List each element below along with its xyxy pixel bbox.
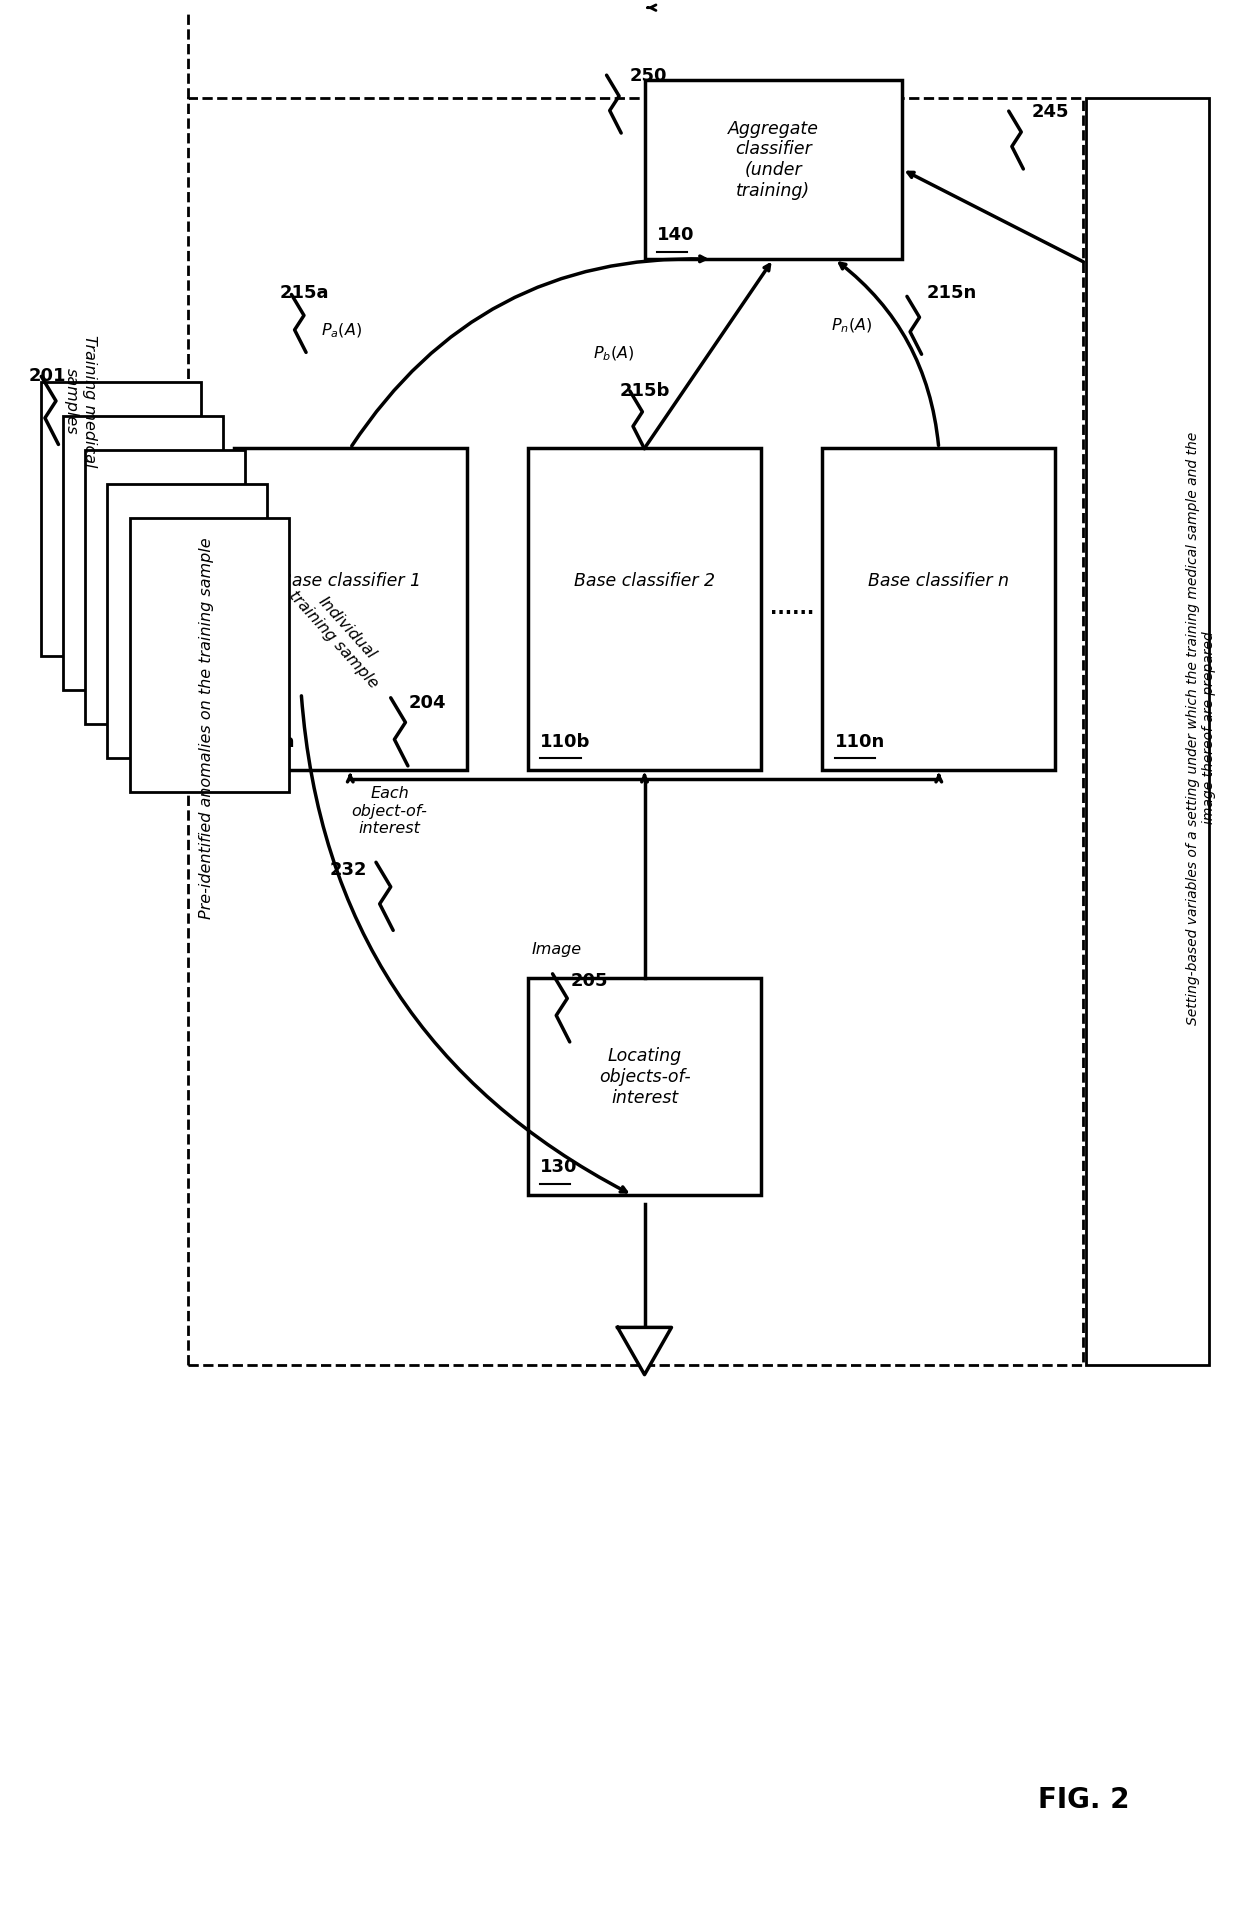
Text: 204: 204 xyxy=(409,694,446,713)
Text: Base classifier n: Base classifier n xyxy=(868,571,1009,590)
Text: Setting-based variables of a setting under which the training medical sample and: Setting-based variables of a setting und… xyxy=(1187,432,1216,1024)
Text: ......: ...... xyxy=(770,600,813,619)
FancyBboxPatch shape xyxy=(41,382,201,655)
Text: Locating
objects-of-
interest: Locating objects-of- interest xyxy=(599,1047,691,1106)
Text: Individual
training sample: Individual training sample xyxy=(286,575,394,692)
Text: Aggregate
classifier
(under
training): Aggregate classifier (under training) xyxy=(728,120,818,201)
Text: $P_b(A)$: $P_b(A)$ xyxy=(593,344,635,363)
Text: 130: 130 xyxy=(541,1158,578,1175)
Text: Each
object-of-
interest: Each object-of- interest xyxy=(352,785,428,837)
Text: 110n: 110n xyxy=(835,732,885,751)
Text: 110a: 110a xyxy=(246,732,295,751)
Text: Image: Image xyxy=(531,942,582,957)
FancyBboxPatch shape xyxy=(86,451,244,724)
Text: FIG. 2: FIG. 2 xyxy=(1038,1787,1130,1814)
Text: 245: 245 xyxy=(1032,103,1069,120)
Text: 215b: 215b xyxy=(620,382,671,401)
Text: 232: 232 xyxy=(330,860,367,879)
Text: 140: 140 xyxy=(657,225,694,245)
Text: Pre-identified anomalies on the training sample: Pre-identified anomalies on the training… xyxy=(200,537,215,919)
FancyBboxPatch shape xyxy=(528,978,761,1194)
Text: 215a: 215a xyxy=(279,285,329,302)
FancyBboxPatch shape xyxy=(528,449,761,770)
Text: Training medical
samples: Training medical samples xyxy=(64,334,97,466)
Text: $P_n(A)$: $P_n(A)$ xyxy=(831,315,873,334)
Polygon shape xyxy=(618,1328,672,1374)
FancyBboxPatch shape xyxy=(645,80,901,260)
FancyBboxPatch shape xyxy=(234,449,466,770)
Text: Base classifier 1: Base classifier 1 xyxy=(280,571,420,590)
FancyBboxPatch shape xyxy=(63,417,223,690)
FancyBboxPatch shape xyxy=(822,449,1055,770)
Text: 205: 205 xyxy=(570,973,609,990)
FancyBboxPatch shape xyxy=(108,483,267,759)
FancyBboxPatch shape xyxy=(129,518,289,793)
Text: 110b: 110b xyxy=(541,732,590,751)
Text: 201: 201 xyxy=(29,367,67,386)
Text: Base classifier 2: Base classifier 2 xyxy=(574,571,715,590)
Text: $P_a(A)$: $P_a(A)$ xyxy=(321,321,362,340)
Text: 215n: 215n xyxy=(926,285,977,302)
Text: 250: 250 xyxy=(630,67,667,84)
